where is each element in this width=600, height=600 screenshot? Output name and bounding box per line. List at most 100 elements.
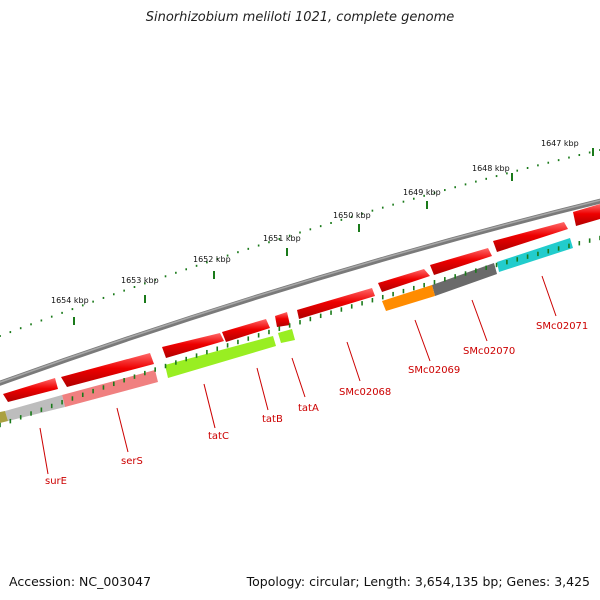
scale-tick-minor [247, 336, 250, 341]
scale-tick-major [286, 248, 288, 256]
scale-tick-minor [71, 308, 74, 311]
scale-tick-minor [381, 206, 384, 209]
scale-tick-minor [278, 237, 281, 240]
scale-tick-minor [195, 353, 198, 358]
scale-tick-minor [216, 257, 219, 260]
scale-tick-minor [402, 200, 405, 203]
scale-dashes-inner [0, 235, 600, 428]
scale-tick-minor [50, 315, 53, 318]
scale-tick-minor [423, 194, 425, 197]
scale-tick-minor [444, 277, 446, 282]
scale-tick-minor [92, 388, 94, 394]
scale-tick-minor [381, 294, 384, 300]
scale-tick-minor [526, 166, 529, 169]
scale-tick-minor [164, 363, 167, 369]
scale-tick-major [358, 224, 360, 232]
scale-tick-minor [454, 274, 456, 279]
gene-label-tatb: tatB [262, 414, 283, 425]
scale-tick-minor [392, 203, 394, 206]
gene-label-smc02068: SMc02068 [339, 387, 391, 398]
scale-tick-minor [537, 251, 539, 257]
scale-tick-minor [133, 374, 136, 379]
scale-tick-minor [340, 218, 343, 221]
gene-labels: surE serS tatC tatB tatA SMc02068 SMc020… [39, 275, 588, 487]
gene-label-smc02071: SMc02071 [536, 321, 588, 332]
gene-arrow [573, 204, 600, 226]
scale-tick-minor [412, 197, 415, 200]
scale-tick-minor [557, 246, 560, 251]
scale-tick-minor [92, 300, 94, 303]
scale-tick-minor [464, 271, 467, 276]
map-title: Sinorhizobium meliloti 1021, complete ge… [145, 10, 455, 25]
cds-band-tata [278, 329, 295, 343]
scale-tick-minor [412, 285, 415, 291]
gene-arrow [162, 333, 224, 358]
cds-band-tatbc [165, 336, 276, 378]
scale-tick-minor [164, 275, 167, 278]
scale-tick-minor [154, 278, 156, 281]
scale-tick-minor [123, 289, 125, 292]
scale-tick-minor [475, 268, 477, 273]
scale-tick-minor [506, 172, 508, 175]
scale-tick-minor [516, 169, 519, 172]
scale-tick-minor [216, 346, 219, 351]
forward-strand-genes [297, 204, 600, 319]
gene-label-tatc: tatC [208, 431, 229, 442]
scale-tick-minor [361, 212, 363, 215]
cds-bands [0, 238, 573, 423]
scale-tick-minor [568, 243, 570, 249]
scale-tick-minor [433, 191, 436, 194]
scale-tick-minor [40, 319, 43, 322]
scale-tick-major [73, 317, 75, 325]
scale-tick-minor [319, 313, 322, 319]
scale-tick-minor [516, 257, 519, 262]
scale-tick-minor [175, 360, 177, 365]
scale-tick-minor [475, 180, 477, 183]
scale-tick-minor [299, 320, 301, 325]
scale-tick-minor [537, 164, 539, 167]
scale-tick-minor [123, 378, 125, 383]
scale-tick-minor [102, 296, 105, 299]
scale-tick-minor [588, 151, 591, 154]
scale-tick-minor [578, 241, 581, 246]
scale-tick-label: 1651 kbp [263, 234, 301, 243]
scale-tick-minor [175, 271, 177, 274]
scale-tick-minor [361, 301, 363, 306]
genome-backbone-highlight [0, 199, 600, 384]
scale-tick-minor [464, 183, 467, 186]
scale-tick-minor [268, 241, 270, 244]
scale-tick-minor [154, 367, 156, 372]
gene-label-tata: tatA [298, 403, 319, 414]
gene-arrow [297, 288, 375, 319]
scale-tick-minor [547, 161, 550, 164]
scale-tick-label: 1653 kbp [121, 276, 159, 285]
cds-band-smc02070 [432, 263, 497, 296]
scale-tick-minor [226, 254, 229, 257]
scale-tick-minor [19, 415, 22, 420]
scale-tick-minor [61, 400, 63, 405]
scale-tick-minor [309, 228, 312, 231]
scale-tick-minor [257, 244, 260, 247]
scale-tick-minor [340, 307, 343, 312]
scale-tick-minor [392, 291, 394, 297]
scale-tick-minor [19, 327, 22, 330]
scale-tick-minor [568, 156, 570, 159]
scale-tick-minor [102, 385, 105, 390]
scale-tick-minor [330, 221, 332, 224]
scale-tick-minor [206, 261, 208, 264]
scale-tick-minor [547, 249, 550, 254]
scale-major-ticks: 1647 kbp 1648 kbp 1649 kbp 1650 kbp 1651 kbp… [51, 139, 594, 325]
scale-tick-minor [144, 282, 146, 285]
scale-tick-minor [268, 329, 270, 335]
scale-tick-minor [506, 259, 508, 265]
gene-label-smc02069: SMc02069 [408, 365, 460, 376]
scale-tick-label: 1652 kbp [193, 255, 231, 264]
scale-tick-minor [578, 154, 581, 157]
scale-tick-minor [588, 238, 591, 243]
scale-tick-minor [423, 282, 425, 288]
cds-band-smc02069 [382, 285, 435, 311]
scale-tick-minor [557, 159, 560, 162]
scale-tick-minor [206, 349, 208, 355]
scale-tick-minor [185, 356, 188, 362]
gene-arrow [493, 222, 568, 252]
